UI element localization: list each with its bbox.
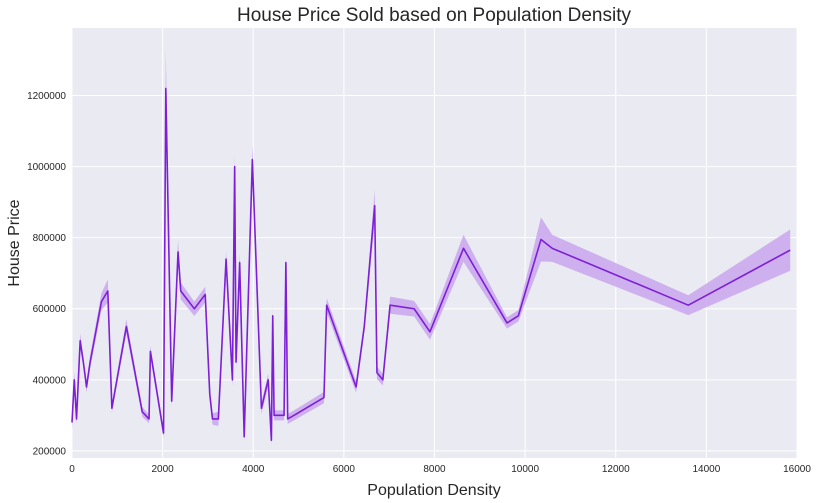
y-tick-label: 400000: [33, 375, 67, 386]
x-tick-labels: 0 2000 4000 6000 8000 10000 12000 14000 16000: [69, 464, 811, 475]
y-tick-label: 600000: [33, 304, 67, 315]
y-tick-labels: 200000 400000 600000 800000 1000000 1200000: [27, 91, 66, 457]
y-axis-title: House Price: [6, 199, 23, 286]
x-tick-label: 8000: [423, 464, 446, 475]
x-tick-label: 16000: [783, 464, 811, 475]
y-tick-label: 800000: [33, 233, 67, 244]
chart-title: House Price Sold based on Population Den…: [237, 5, 631, 26]
x-tick-label: 12000: [602, 464, 630, 475]
x-tick-label: 4000: [242, 464, 265, 475]
x-axis-title: Population Density: [367, 482, 500, 499]
y-tick-label: 1000000: [27, 162, 66, 173]
x-tick-label: 0: [69, 464, 75, 475]
series-line: [71, 87, 791, 442]
series-line-layer: [71, 87, 791, 442]
y-tick-label: 200000: [33, 446, 67, 457]
gridlines: [71, 28, 798, 458]
x-tick-label: 10000: [511, 464, 539, 475]
x-tick-label: 2000: [152, 464, 175, 475]
y-tick-label: 1200000: [27, 91, 66, 102]
x-tick-label: 14000: [692, 464, 720, 475]
x-tick-label: 6000: [333, 464, 356, 475]
